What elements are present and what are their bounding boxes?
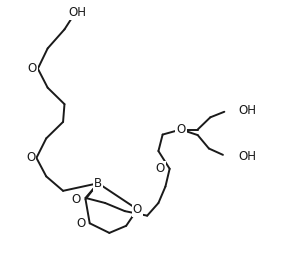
Text: O: O [176, 123, 186, 136]
Text: O: O [155, 162, 164, 175]
Text: O: O [133, 203, 142, 216]
Text: B: B [94, 177, 102, 190]
Text: OH: OH [238, 150, 256, 163]
Text: O: O [72, 193, 81, 206]
Text: O: O [76, 217, 85, 230]
Text: OH: OH [238, 104, 256, 118]
Text: O: O [27, 62, 37, 75]
Text: O: O [26, 152, 35, 164]
Text: OH: OH [69, 6, 87, 19]
